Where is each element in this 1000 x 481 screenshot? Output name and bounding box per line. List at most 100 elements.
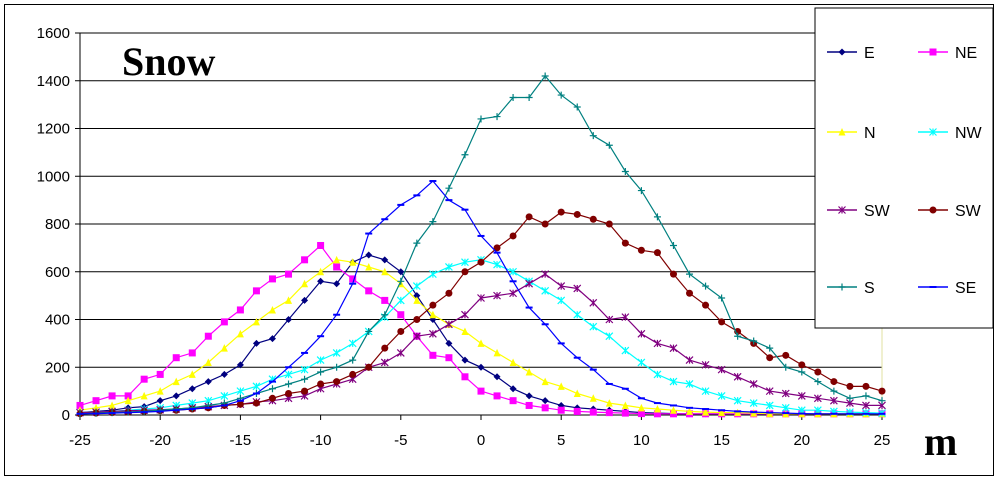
- data-point: [621, 313, 630, 322]
- data-point: [653, 249, 661, 257]
- data-point: [669, 344, 678, 353]
- legend-marker: [929, 48, 937, 56]
- data-point: [669, 406, 677, 414]
- data-point: [846, 382, 854, 390]
- legend-box: [814, 7, 994, 329]
- data-point: [493, 260, 501, 269]
- x-tick-label: -5: [394, 432, 407, 449]
- data-point: [557, 91, 565, 99]
- data-point: [428, 270, 437, 279]
- data-point: [541, 220, 549, 228]
- data-point: [701, 360, 710, 369]
- data-point: [813, 406, 822, 415]
- data-point: [445, 184, 453, 192]
- data-point: [252, 382, 261, 391]
- data-point: [445, 354, 453, 362]
- data-point: [285, 296, 293, 304]
- legend-label: N: [864, 125, 876, 142]
- data-point: [333, 280, 341, 288]
- data-point: [717, 391, 726, 400]
- data-point: [381, 344, 389, 352]
- data-point: [172, 377, 180, 386]
- data-point: [381, 256, 389, 264]
- series-7-se: [76, 180, 886, 415]
- data-point: [557, 382, 565, 390]
- data-point: [461, 356, 469, 364]
- data-point: [749, 380, 758, 388]
- y-tick-label: 400: [45, 312, 70, 329]
- legend-label: NE: [955, 45, 977, 62]
- data-point: [637, 187, 645, 195]
- data-point: [301, 279, 309, 288]
- data-point: [397, 327, 405, 335]
- legend-entry: SE: [918, 280, 976, 297]
- data-point: [686, 407, 694, 415]
- data-point: [718, 408, 726, 417]
- data-point: [605, 399, 613, 407]
- data-point: [349, 275, 357, 283]
- legend-entry: S: [827, 280, 875, 297]
- data-point: [317, 380, 325, 388]
- data-point: [766, 344, 774, 352]
- data-point: [349, 356, 357, 364]
- series-line: [79, 75, 883, 415]
- data-point: [317, 368, 325, 376]
- data-point: [702, 301, 710, 309]
- data-point: [444, 320, 453, 329]
- legend-entry: SW: [827, 203, 891, 220]
- data-point: [413, 316, 421, 323]
- data-point: [669, 270, 677, 278]
- data-point: [541, 404, 549, 412]
- data-point: [829, 396, 838, 405]
- data-point: [124, 392, 132, 400]
- data-point: [445, 339, 453, 347]
- data-point: [333, 255, 341, 264]
- data-point: [365, 251, 373, 259]
- data-point: [316, 356, 325, 365]
- data-point: [172, 392, 180, 400]
- data-point: [685, 380, 694, 388]
- data-point: [252, 339, 260, 347]
- data-point: [188, 385, 196, 393]
- legend-marker: [838, 48, 846, 56]
- data-point: [702, 282, 710, 290]
- data-point: [653, 410, 661, 418]
- data-point: [541, 72, 549, 80]
- data-point: [348, 339, 357, 348]
- x-tick-label: 5: [557, 432, 565, 449]
- data-point: [509, 289, 518, 298]
- data-point: [333, 263, 341, 271]
- data-point: [653, 370, 662, 379]
- data-point: [92, 403, 100, 412]
- data-point: [333, 363, 341, 371]
- data-point: [172, 405, 180, 413]
- data-point: [268, 385, 276, 393]
- data-point: [397, 277, 405, 285]
- data-point: [477, 387, 485, 395]
- data-point: [381, 311, 389, 319]
- data-point: [172, 354, 180, 362]
- data-point: [862, 401, 870, 410]
- data-point: [621, 409, 629, 417]
- data-point: [477, 115, 485, 123]
- legend-entry: NW: [918, 125, 983, 142]
- data-point: [300, 365, 309, 374]
- data-point: [365, 327, 373, 335]
- data-point: [236, 400, 244, 408]
- data-point: [669, 241, 677, 249]
- data-point: [220, 391, 229, 400]
- y-tick-label: 0: [62, 407, 70, 424]
- legend-label: SE: [955, 280, 976, 297]
- data-point: [862, 392, 870, 400]
- data-point: [525, 279, 534, 288]
- data-point: [557, 296, 566, 305]
- data-point: [493, 373, 501, 381]
- data-point: [268, 275, 276, 283]
- data-point: [301, 296, 309, 304]
- data-point: [204, 332, 212, 340]
- legend-label: E: [864, 45, 875, 62]
- data-point: [830, 378, 838, 386]
- legend-entry: SW: [918, 203, 982, 220]
- x-tick-label: -25: [69, 432, 91, 449]
- data-point: [798, 361, 806, 369]
